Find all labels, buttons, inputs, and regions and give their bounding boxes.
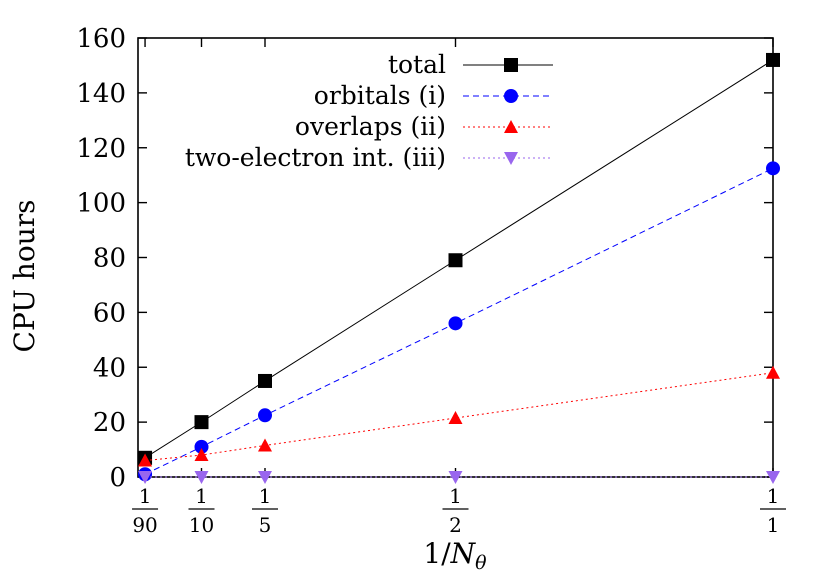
y-tick-label: 160 [76, 24, 126, 54]
x-tick-label: 11 [760, 484, 786, 537]
y-tick-label: 0 [109, 463, 126, 493]
x-tick-denominator: 90 [132, 513, 157, 537]
triangle-down-marker [194, 471, 209, 484]
circle-marker [504, 89, 518, 103]
triangle-down-marker [504, 152, 518, 165]
x-axis-title: 1/Nθ [423, 537, 487, 574]
x-tick-numerator: 1 [449, 484, 462, 508]
y-tick-label: 20 [93, 408, 126, 438]
x-tick-label: 15 [252, 484, 278, 537]
y-tick-label: 120 [76, 134, 126, 164]
square-marker [504, 58, 518, 72]
triangle-down-marker [138, 471, 153, 484]
triangle-down-marker [258, 471, 272, 484]
triangle-up-marker [448, 411, 463, 425]
circle-marker [448, 316, 463, 331]
y-axis-title: CPU hours [8, 200, 41, 353]
circle-marker [194, 439, 209, 454]
legend-entry: overlaps (ii) [295, 112, 553, 141]
legend-label: total [388, 50, 446, 79]
square-marker [194, 415, 209, 430]
y-tick-label: 100 [76, 189, 126, 219]
series-1 [138, 161, 780, 482]
series-2 [138, 365, 780, 467]
legend-entry: orbitals (i) [314, 81, 553, 110]
triangle-down-marker [448, 471, 463, 484]
y-tick-label: 140 [76, 79, 126, 109]
legend-label: overlaps (ii) [295, 112, 446, 141]
x-tick-label: 190 [132, 484, 159, 537]
square-marker [258, 373, 272, 388]
triangle-up-marker [504, 120, 518, 133]
legend-label: orbitals (i) [314, 81, 446, 110]
y-tick-label: 80 [93, 244, 126, 274]
x-tick-denominator: 1 [767, 513, 780, 537]
square-marker [766, 52, 780, 67]
x-tick-numerator: 1 [139, 484, 152, 508]
triangle-down-marker [766, 471, 780, 484]
series-line [145, 372, 774, 462]
x-tick-label: 12 [442, 484, 469, 537]
x-tick-denominator: 5 [259, 513, 272, 537]
legend-entry: total [388, 50, 553, 79]
series-layer [138, 52, 780, 484]
triangle-up-marker [766, 365, 780, 379]
x-tick-denominator: 10 [189, 513, 214, 537]
y-tick-label: 60 [93, 298, 126, 328]
legend-label: two-electron int. (iii) [185, 143, 446, 172]
x-tick-numerator: 1 [767, 484, 780, 508]
y-tick-label: 40 [93, 353, 126, 383]
square-marker [448, 253, 463, 268]
triangle-up-marker [258, 438, 272, 452]
series-3 [138, 471, 780, 484]
x-tick-numerator: 1 [195, 484, 208, 508]
x-tick-denominator: 2 [449, 513, 462, 537]
triangle-up-marker [138, 453, 153, 467]
x-tick-numerator: 1 [259, 484, 272, 508]
triangle-up-marker [194, 448, 209, 462]
series-0 [138, 52, 780, 465]
circle-marker [258, 408, 272, 423]
legend-entry: two-electron int. (iii) [185, 143, 553, 172]
circle-marker [766, 161, 780, 176]
x-tick-label: 110 [188, 484, 215, 537]
